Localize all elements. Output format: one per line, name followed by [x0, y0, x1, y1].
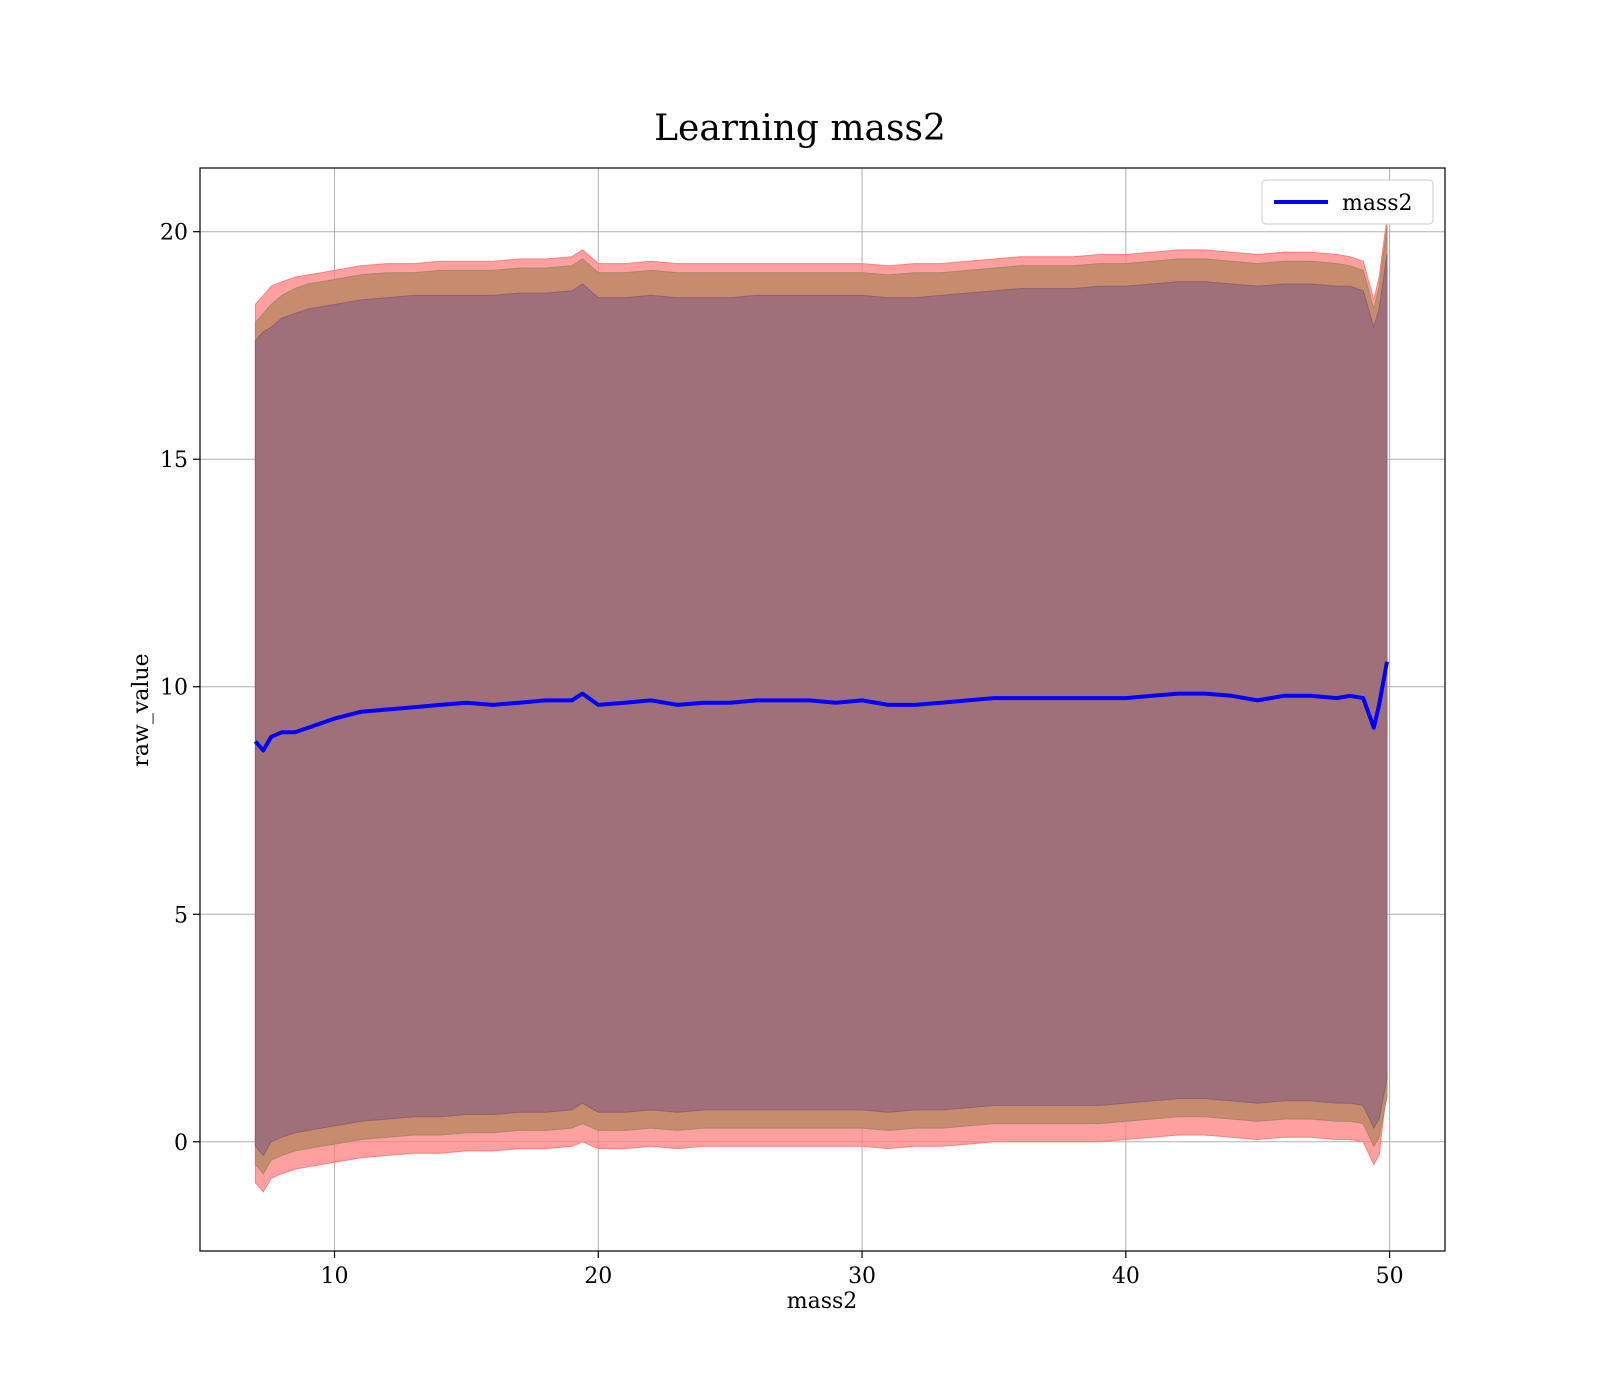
x-tick-label: 20: [584, 1264, 612, 1289]
y-tick-label: 0: [174, 1131, 188, 1156]
x-tick-label: 30: [848, 1264, 876, 1289]
legend: mass2: [1261, 179, 1434, 225]
legend-box: [1261, 179, 1434, 225]
band-inner: [254, 254, 1388, 1157]
x-axis-label: mass2: [787, 1289, 858, 1314]
x-tick-label: 10: [321, 1264, 349, 1289]
y-tick-label: 5: [174, 903, 188, 928]
y-tick-label: 15: [160, 448, 188, 473]
y-axis-label: raw_value: [129, 653, 154, 766]
series-line-mass2: [253, 661, 1389, 753]
x-tick-label: 50: [1376, 1264, 1404, 1289]
y-tick-label: 20: [160, 221, 188, 246]
x-tick-label: 40: [1112, 1264, 1140, 1289]
plot-frame: [199, 167, 1446, 1252]
tick-layer: 10 20 30 40 50 0 5 10 15 20: [160, 221, 1404, 1289]
y-tick-label: 10: [160, 676, 188, 701]
legend-label-mass2: mass2: [1342, 191, 1413, 216]
line-layer: [253, 661, 1389, 753]
chart-title: Learning mass2: [654, 108, 946, 149]
